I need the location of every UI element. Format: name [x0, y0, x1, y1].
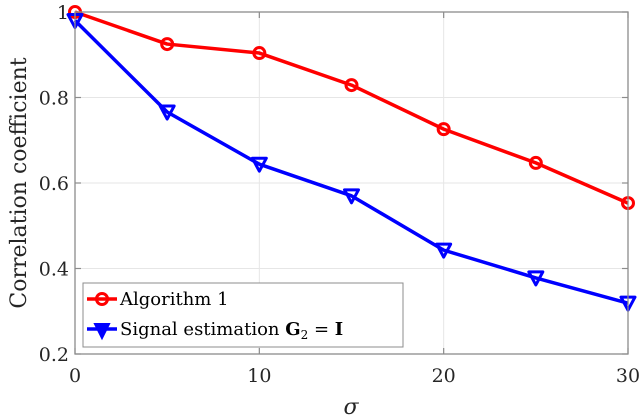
- y-tick-label: 0.2: [39, 344, 69, 366]
- y-axis-ticks: 0.2 0.4 0.6 0.8 1: [39, 2, 628, 366]
- x-tick-label: 20: [432, 365, 456, 387]
- triangle-down-marker-icon: [527, 270, 545, 287]
- series-line: [73, 19, 629, 305]
- y-tick-label: 0.8: [39, 88, 69, 110]
- x-axis-title: σ: [343, 395, 359, 420]
- legend-label-signal-estimation: Signal estimation G2 = I: [120, 319, 343, 342]
- y-tick-label: 0.6: [39, 173, 69, 195]
- x-tick-label: 0: [69, 365, 81, 387]
- legend-item-signal-estimation: Signal estimation G2 = I: [87, 319, 343, 342]
- circle-marker-icon: [95, 292, 109, 306]
- data-series: [66, 5, 637, 312]
- circle-marker-icon: [252, 46, 267, 61]
- series-signal-estimation: [66, 13, 637, 312]
- x-axis-ticks: 0 10 20 30: [69, 12, 640, 387]
- series-line: [74, 10, 629, 205]
- legend: Algorithm 1 Signal estimation G2 = I: [82, 282, 404, 348]
- y-tick-label: 1: [57, 2, 69, 24]
- circle-marker-icon: [436, 122, 451, 137]
- x-tick-label: 30: [616, 365, 640, 387]
- legend-label-algorithm-1: Algorithm 1: [119, 289, 229, 310]
- series-algorithm-1: [68, 5, 635, 211]
- triangle-down-marker-icon: [343, 188, 360, 205]
- legend-box: [82, 282, 404, 348]
- x-tick-label: 10: [247, 365, 271, 387]
- triangle-down-marker-icon: [435, 242, 453, 259]
- circle-marker-icon: [528, 155, 543, 170]
- y-tick-label: 0.4: [39, 259, 69, 281]
- triangle-down-marker-icon: [93, 323, 111, 341]
- triangle-down-marker-icon: [250, 156, 268, 173]
- circle-marker-icon: [160, 37, 175, 52]
- triangle-down-marker-icon: [158, 104, 176, 121]
- legend-item-algorithm-1: Algorithm 1: [87, 289, 229, 310]
- circle-marker-icon: [344, 78, 359, 93]
- y-axis-title: Correlation coefficient: [7, 57, 32, 308]
